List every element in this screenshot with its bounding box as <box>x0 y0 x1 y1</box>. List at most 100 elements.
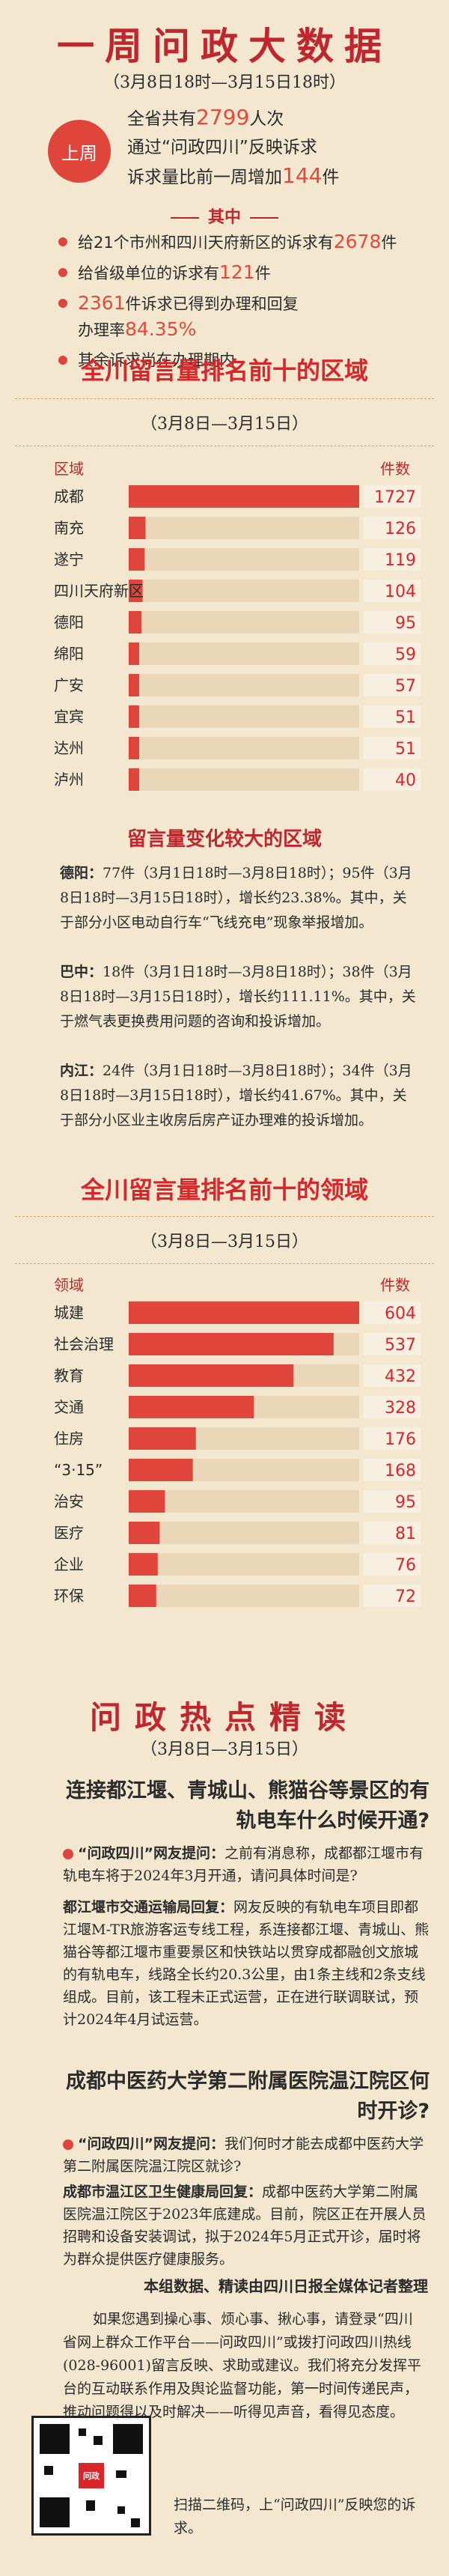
bullet-number: 121 <box>219 261 255 283</box>
ask-text: 我们何时才能去成都中医药大学第二附属医院温江院区就诊? <box>63 2136 424 2175</box>
change-text: 18件（3月1日18时—3月8日18时）；38件（3月8日18时—3月15日18… <box>60 964 416 1030</box>
qr-module <box>116 2470 126 2478</box>
ask-lead: “问政四川”网友提问： <box>78 2136 224 2152</box>
bar-7 <box>129 1522 160 1544</box>
fields-section-title: 全川留言量排名前十的领域 <box>80 1176 368 1204</box>
fields-chart: 城建 604 社会治理 537 教育 432 交通 328 住房 176 “3·15” 168 治安 95… <box>0 1295 449 1625</box>
value-cell-bg <box>364 485 421 508</box>
value-label: 1727 <box>374 488 416 507</box>
value-cell-bg <box>364 643 421 665</box>
value-label: 51 <box>395 740 416 759</box>
bar-1 <box>129 1333 334 1355</box>
category-label: 宜宾 <box>54 708 84 726</box>
breakdown-item: 其余诉求尚在办理期内 <box>58 347 410 373</box>
answer-text: 成都中医药大学第二附属医院温江院区于2023年底建成。目前，院区正在开展人员招聘… <box>63 2184 427 2267</box>
value-label: 537 <box>385 1336 416 1355</box>
change-place: 巴中： <box>60 964 103 980</box>
value-cell-bg <box>364 580 421 602</box>
category-label: 住房 <box>54 1430 84 1448</box>
fields-section-date: （3月8日—3月15日） <box>0 1216 449 1264</box>
bar-track <box>129 674 359 696</box>
change-item-deyang: 德阳：77件（3月1日18时—3月8日18时）；95件（3月8日18时—3月15… <box>60 861 419 935</box>
category-label: 达州 <box>54 739 84 757</box>
question-1-answer: 都江堰市交通运输局回复：网友反映的有轨电车项目即都江堰M-TR旅游客运专线工程，… <box>63 1896 430 2031</box>
value-cell-bg <box>364 1522 421 1544</box>
qr-module <box>79 2428 86 2436</box>
category-label: 交通 <box>54 1398 84 1416</box>
summary-text: 件 <box>322 168 340 187</box>
value-label: 81 <box>395 1525 416 1543</box>
bar-6 <box>129 1490 165 1513</box>
category-label: 广安 <box>54 676 84 694</box>
bullet-text: 给省级单位的诉求有 <box>78 264 219 282</box>
summary-line-3: 诉求量比前一周增加144件 <box>127 162 339 192</box>
bar-9 <box>129 768 139 791</box>
qr-module <box>131 2518 140 2527</box>
value-cell-bg <box>364 1333 421 1355</box>
bullet-number: 2361 <box>78 292 126 314</box>
change-text: 24件（3月1日18时—3月8日18时）；34件（3月8日18时—3月15日18… <box>60 1063 412 1128</box>
bar-3 <box>129 1396 254 1418</box>
bullet-text: 件 <box>254 264 271 282</box>
value-label: 104 <box>385 583 416 601</box>
value-cell-bg <box>364 1553 421 1576</box>
value-label: 95 <box>395 614 416 633</box>
bar-track <box>129 1553 359 1576</box>
change-text: 77件（3月1日18时—3月8日18时）；95件（3月8日18时—3月15日18… <box>60 865 412 931</box>
footer-intro: 如果您遇到操心事、烦心事、揪心事，请登录“四川省网上群众工作平台——问政四川”或… <box>63 2311 421 2420</box>
value-cell-bg <box>364 611 421 634</box>
bullet-number: 2678 <box>333 231 382 252</box>
bar-track <box>129 548 359 571</box>
category-label: 遂宁 <box>54 550 84 568</box>
value-label: 604 <box>385 1304 416 1323</box>
bar-track <box>129 1490 359 1513</box>
value-label: 40 <box>395 771 416 790</box>
change-place: 德阳： <box>60 865 103 881</box>
bar-4 <box>129 611 141 634</box>
qr-module <box>86 2500 95 2511</box>
category-label: 社会治理 <box>54 1335 114 1353</box>
bar-1 <box>129 517 146 539</box>
bar-4 <box>129 1427 196 1450</box>
breakdown-title: 其中 <box>0 204 449 228</box>
value-cell-bg <box>364 1427 421 1450</box>
qr-logo: 问政 <box>79 2463 104 2488</box>
value-cell-bg <box>364 674 421 696</box>
category-label: 绵阳 <box>54 645 84 663</box>
bullet-text: 件 <box>381 234 397 252</box>
question-1-title: 连接都江堰、青城山、熊猫谷等景区的有轨电车什么时候开通? <box>66 1779 430 1832</box>
bar-0 <box>129 485 359 508</box>
change-section-title: 留言量变化较大的区域 <box>126 828 322 851</box>
fields-chart-svg: 城建 604 社会治理 537 教育 432 交通 328 住房 176 “3·15” 168 治安 95… <box>54 1301 421 1607</box>
summary-text: 诉求量比前一周增加 <box>127 168 282 187</box>
ask-text: 之前有消息称，成都都江堰市有轨电车将于2024年3月开通，请问具体时间是? <box>63 1845 424 1884</box>
bar-track <box>129 517 359 539</box>
value-cell-bg <box>364 1364 421 1387</box>
category-label: 德阳 <box>54 613 84 631</box>
answer-lead: 成都市温江区卫生健康局回复： <box>63 2184 263 2200</box>
value-label: 72 <box>395 1588 416 1606</box>
header-date-range: （3月8日18时—3月15日18时） <box>103 73 346 92</box>
bar-8 <box>129 1553 158 1576</box>
summary-text: 人次 <box>249 109 284 129</box>
bar-track <box>129 643 359 665</box>
breakdown-item: 给省级单位的诉求有121件 <box>58 260 410 286</box>
qr-code[interactable]: 问政 <box>31 2416 151 2536</box>
question-1-ask: “问政四川”网友提问：之前有消息称，成都都江堰市有轨电车将于2024年3月开通，… <box>63 1842 430 1887</box>
summary-line-2: 通过“问政四川”反映诉求 <box>127 138 317 157</box>
regions-col-right: 件数 <box>380 460 410 478</box>
bullet-text: 件诉求已得到办理和回复 <box>125 295 299 313</box>
value-cell-bg <box>364 548 421 571</box>
value-label: 119 <box>385 551 416 570</box>
category-label: 企业 <box>54 1555 84 1573</box>
question-2-title: 成都中医药大学第二附属医院温江院区何时开诊? <box>66 2070 430 2123</box>
summary-line-1: 全省共有2799人次 <box>127 103 339 133</box>
value-cell-bg <box>364 1301 421 1324</box>
value-cell-bg <box>364 705 421 728</box>
value-cell-bg <box>364 768 421 791</box>
category-label: 四川天府新区 <box>54 582 144 600</box>
question-2-answer: 成都市温江区卫生健康局回复：成都中医药大学第二附属医院温江院区于2023年底建成… <box>63 2181 430 2270</box>
bar-8 <box>129 737 139 759</box>
ask-lead: “问政四川”网友提问： <box>78 1845 224 1862</box>
